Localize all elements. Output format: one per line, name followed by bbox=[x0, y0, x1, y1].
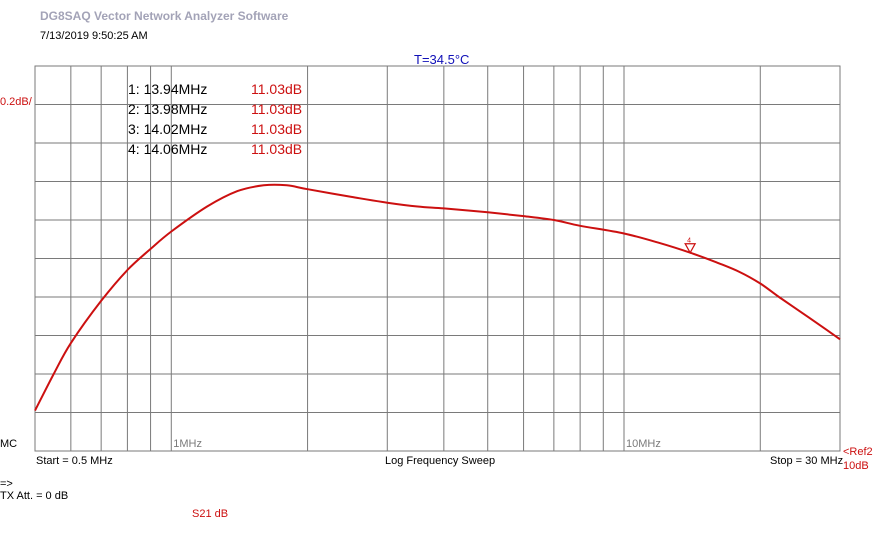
trace-marker-number: 4 bbox=[687, 238, 691, 245]
sweep-mode: Log Frequency Sweep bbox=[385, 455, 496, 467]
temperature-readout: T=34.5°C bbox=[414, 52, 470, 67]
start-frequency: Start = 0.5 MHz bbox=[36, 455, 113, 467]
plot-frame bbox=[34, 65, 841, 452]
marker-readout-value: 11.03dB bbox=[251, 81, 302, 97]
stop-frequency: Stop = 30 MHz bbox=[770, 455, 844, 467]
app-title: DG8SAQ Vector Network Analyzer Software bbox=[40, 9, 289, 23]
marker-readout-value: 11.03dB bbox=[251, 121, 302, 137]
x-tick-label: 1MHz bbox=[173, 438, 202, 450]
marker-readout-frequency: 3: 14.02MHz bbox=[128, 121, 207, 137]
arrow-indicator: => bbox=[0, 478, 13, 490]
marker-readout-frequency: 4: 14.06MHz bbox=[128, 141, 207, 157]
marker-readout-value: 11.03dB bbox=[251, 101, 302, 117]
trace-s21-line bbox=[34, 183, 841, 412]
trace-label: S21 dB bbox=[192, 508, 229, 520]
mc-label: MC bbox=[0, 438, 18, 450]
tx-attenuation: TX Att. = 0 dB bbox=[0, 490, 69, 502]
marker-readout-value: 11.03dB bbox=[251, 141, 302, 157]
marker-readout-frequency: 1: 13.94MHz bbox=[128, 81, 207, 97]
ref-value-label: 10dB bbox=[843, 460, 869, 472]
x-tick-label: 10MHz bbox=[626, 438, 661, 450]
timestamp: 7/13/2019 9:50:25 AM bbox=[40, 30, 148, 42]
trace-marker bbox=[684, 243, 697, 254]
marker-readout-frequency: 2: 13.98MHz bbox=[128, 101, 207, 117]
ref-marker-label: <Ref2 bbox=[843, 446, 873, 458]
reference-label: <Ref2 10dB bbox=[843, 445, 873, 473]
scale-per-division-label: 0.2dB/ bbox=[0, 96, 32, 108]
